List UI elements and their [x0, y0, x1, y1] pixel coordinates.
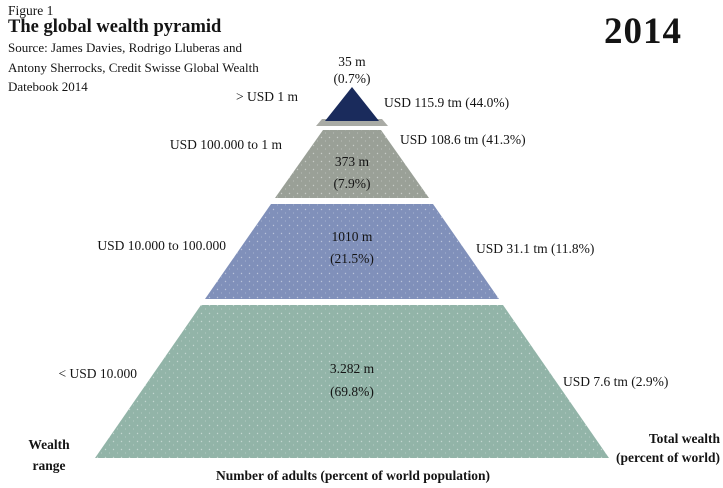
tier-lower-middle-adults-label: 1010 m (21.5%)	[292, 226, 412, 270]
tier-base-wealth-range-label: < USD 10.000	[58, 366, 138, 381]
pyramid-tier-base-texture	[95, 305, 609, 458]
right-axis-line: Total wealth	[648, 431, 720, 446]
page-title: The global wealth pyramid	[8, 17, 222, 37]
tier-base-total-wealth-label: USD 7.6 tm (2.9%)	[563, 374, 669, 389]
left-axis-line: Wealth	[28, 437, 70, 452]
right-axis-line: (percent of world)	[616, 450, 720, 465]
pyramid-tier-top	[325, 87, 379, 121]
left-axis-line: range	[32, 458, 66, 473]
left-axis-label: Wealth range	[18, 434, 80, 476]
figure-number-label: Figure 1	[8, 3, 54, 18]
tier-upper-middle-wealth-range-label: USD 100.000 to 1 m	[169, 137, 282, 152]
tier-top-adults-pct: (0.7%)	[333, 71, 371, 86]
tier-top-total-wealth-label: USD 115.9 tm (44.0%)	[384, 95, 510, 110]
tier-top-adults-value: 35 m	[338, 54, 366, 69]
source-line: Source: James Davies, Rodrigo Lluberas a…	[8, 40, 242, 55]
tier-upper-middle-total-wealth-label: USD 108.6 tm (41.3%)	[400, 132, 526, 147]
pyramid-tier-lower-middle-texture	[205, 204, 499, 299]
right-axis-label: Total wealth (percent of world)	[616, 429, 720, 467]
tier-upper-middle-adults-value: 373 m	[334, 154, 370, 169]
tier-upper-middle-adults-pct: (7.9%)	[333, 176, 371, 191]
tier-top-wealth-range-label: > USD 1 m	[236, 89, 298, 104]
tier-top-adults-label: 35 m (0.7%)	[292, 53, 412, 87]
tier-lower-middle-adults-pct: (21.5%)	[330, 251, 374, 266]
tier-lower-middle-total-wealth-label: USD 31.1 tm (11.8%)	[476, 241, 595, 256]
tier-upper-middle-adults-label: 373 m (7.9%)	[292, 151, 412, 195]
tier-base-adults-value: 3.282 m	[329, 361, 375, 376]
tier-lower-middle-adults-value: 1010 m	[331, 229, 373, 244]
year-label: 2014	[604, 11, 682, 52]
bottom-axis-label: Number of adults (percent of world popul…	[215, 468, 490, 483]
tier-base-adults-label: 3.282 m (69.8%)	[292, 357, 412, 403]
source-line: Antony Sherrocks, Credit Swisse Global W…	[8, 59, 259, 75]
source-attribution: Source: James Davies, Rodrigo Lluberas a…	[8, 38, 259, 97]
source-line: Datebook 2014	[8, 79, 88, 94]
tier-base-adults-pct: (69.8%)	[330, 384, 374, 399]
tier-lower-middle-wealth-range-label: USD 10.000 to 100.000	[97, 238, 226, 253]
pyramid-tier-upper-middle-texture	[275, 130, 429, 198]
